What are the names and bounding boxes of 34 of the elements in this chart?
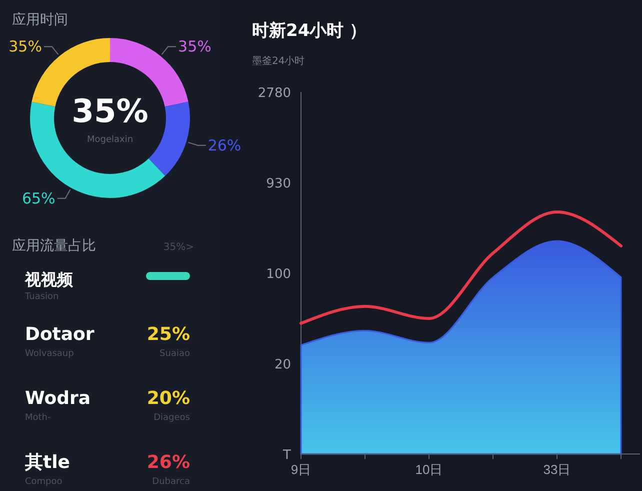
text: Wodra — [25, 388, 90, 409]
data-label: 35% — [178, 38, 212, 56]
data-label: 35% — [8, 38, 42, 56]
text: Suaiao — [160, 349, 190, 359]
text: Moth- — [25, 413, 51, 423]
text: 100 — [266, 267, 291, 282]
text: 2780 — [258, 86, 291, 101]
text: 20% — [146, 388, 190, 409]
text: 930 — [266, 176, 291, 192]
text: Dotaor — [25, 324, 94, 345]
text: 视视频 — [24, 270, 74, 289]
chart-title: 时新24小时 ） — [252, 21, 367, 41]
text: 26% — [146, 452, 190, 473]
text: Dubarca — [152, 477, 190, 487]
text: Diageos — [154, 413, 190, 423]
text: Tuasion — [24, 292, 59, 302]
text: 其tle — [24, 452, 70, 473]
text: 25% — [146, 324, 190, 345]
text: T — [282, 448, 292, 463]
x-tick-label: 33日 — [543, 462, 571, 477]
text: 35% — [72, 92, 148, 130]
text: 20 — [274, 358, 291, 372]
x-tick-label: 9日 — [290, 462, 312, 477]
text: 应用流量占比 — [12, 238, 96, 254]
text: Mogelaxin — [86, 135, 134, 145]
chart-subtitle: 墨釜24小时 — [252, 55, 305, 67]
text: Wolvasaup — [25, 349, 74, 359]
text: Compoo — [25, 477, 63, 487]
data-label: 65% — [22, 189, 56, 208]
x-tick-label: 10日 — [415, 462, 443, 477]
data-label: 26% — [208, 136, 242, 154]
donut-slice — [148, 102, 190, 176]
text: 35%> — [163, 242, 194, 253]
chart-title: 应用时间 — [12, 12, 68, 28]
